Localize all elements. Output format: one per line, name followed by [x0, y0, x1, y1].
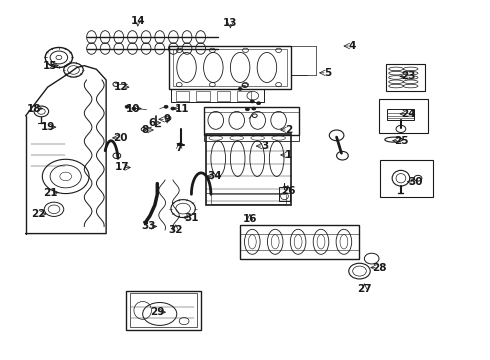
Text: 18: 18: [27, 104, 42, 113]
Bar: [203, 135, 298, 141]
Text: 15: 15: [43, 61, 57, 71]
Text: 23: 23: [401, 71, 416, 81]
Text: 12: 12: [114, 82, 128, 92]
Bar: [240, 225, 360, 258]
Bar: [176, 91, 190, 101]
Bar: [206, 134, 291, 205]
Bar: [171, 89, 264, 103]
Bar: [173, 49, 288, 86]
Bar: [386, 64, 425, 91]
Text: 28: 28: [372, 262, 386, 273]
Circle shape: [238, 87, 242, 90]
Text: 2: 2: [285, 125, 293, 135]
Text: 33: 33: [141, 221, 156, 231]
Text: 3: 3: [261, 141, 268, 151]
Text: 34: 34: [207, 171, 222, 181]
Text: 20: 20: [114, 133, 128, 143]
Text: 4: 4: [348, 41, 356, 51]
Bar: [196, 91, 210, 101]
Circle shape: [250, 100, 254, 103]
Bar: [279, 187, 290, 202]
Bar: [211, 194, 287, 204]
Text: 17: 17: [115, 162, 129, 172]
Text: 22: 22: [31, 209, 45, 219]
Circle shape: [132, 107, 136, 110]
Text: 14: 14: [130, 16, 145, 26]
Text: 11: 11: [174, 104, 189, 113]
Text: 5: 5: [324, 68, 331, 78]
Text: 32: 32: [169, 225, 183, 235]
Bar: [203, 107, 298, 135]
Text: 8: 8: [142, 125, 149, 135]
Text: 19: 19: [41, 122, 55, 132]
Bar: [125, 291, 201, 330]
Circle shape: [171, 107, 175, 110]
Bar: [217, 91, 230, 101]
Text: 24: 24: [401, 109, 416, 119]
Text: 27: 27: [357, 284, 372, 294]
Circle shape: [164, 105, 168, 108]
Text: 31: 31: [184, 212, 198, 222]
Circle shape: [125, 105, 129, 108]
Text: 9: 9: [164, 114, 171, 124]
Text: 30: 30: [408, 177, 423, 187]
Text: 1: 1: [285, 150, 293, 160]
Text: 10: 10: [126, 104, 140, 113]
Text: 26: 26: [281, 186, 295, 196]
Text: 7: 7: [175, 143, 183, 153]
Text: 29: 29: [150, 307, 165, 317]
Text: 16: 16: [243, 214, 257, 224]
Bar: [129, 293, 197, 327]
Bar: [380, 159, 433, 197]
Circle shape: [252, 107, 256, 110]
Bar: [387, 109, 414, 120]
Circle shape: [245, 108, 249, 111]
Text: 6: 6: [149, 118, 156, 128]
Text: 21: 21: [43, 188, 57, 198]
Text: 25: 25: [393, 136, 408, 146]
Bar: [170, 46, 291, 89]
Text: 13: 13: [223, 18, 238, 28]
Circle shape: [257, 102, 261, 105]
Bar: [237, 91, 251, 101]
Bar: [379, 99, 428, 133]
